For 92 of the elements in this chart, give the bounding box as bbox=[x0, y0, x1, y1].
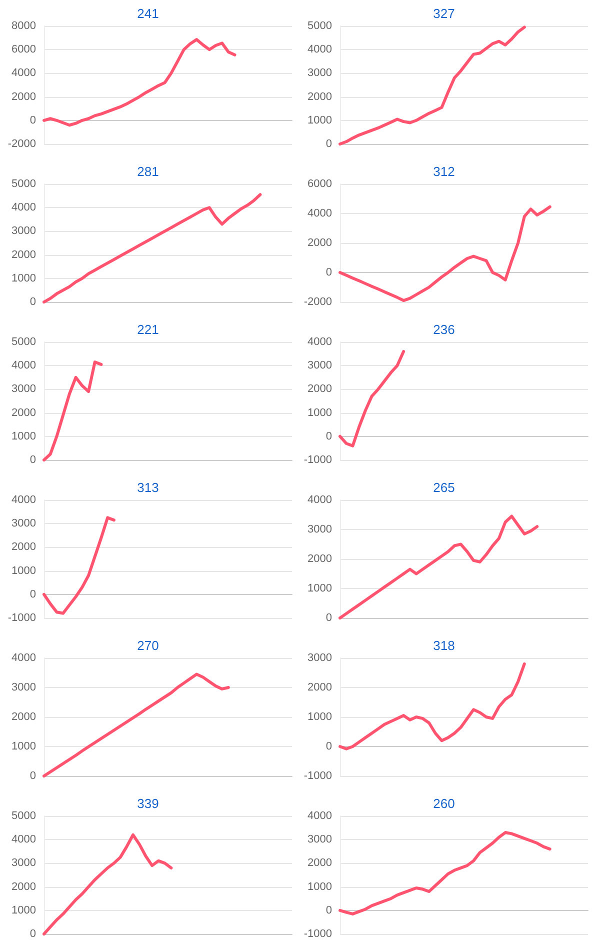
y-tick-label: 0 bbox=[326, 740, 332, 752]
y-tick-label: 1000 bbox=[12, 272, 36, 284]
y-tick-label: 4000 bbox=[12, 652, 36, 664]
chart-title: 260 bbox=[433, 796, 455, 811]
y-tick-label: 2000 bbox=[308, 553, 332, 565]
line-series bbox=[42, 193, 262, 304]
y-tick-label: 3000 bbox=[12, 518, 36, 530]
y-tick-label: 4000 bbox=[308, 810, 332, 822]
y-tick-label: 3000 bbox=[12, 682, 36, 694]
line-series bbox=[338, 514, 539, 620]
chart-title: 236 bbox=[433, 322, 455, 337]
y-tick-label: 0 bbox=[30, 454, 36, 466]
chart-title: 327 bbox=[433, 6, 455, 21]
y-tick-label: 0 bbox=[30, 588, 36, 600]
y-tick-label: -2000 bbox=[304, 296, 332, 308]
y-tick-label: 0 bbox=[326, 612, 332, 624]
y-tick-label: 0 bbox=[326, 430, 332, 442]
y-tick-label: 4000 bbox=[12, 67, 36, 80]
y-tick-label: 2000 bbox=[308, 682, 332, 694]
y-tick-label: 8000 bbox=[12, 20, 36, 32]
y-tick-label: -1000 bbox=[8, 612, 36, 624]
y-tick-label: 3000 bbox=[12, 225, 36, 238]
y-tick-label: 4000 bbox=[308, 494, 332, 506]
y-tick-label: 3000 bbox=[308, 67, 332, 80]
y-tick-label: 2000 bbox=[12, 90, 36, 103]
line-series bbox=[338, 831, 552, 916]
y-tick-label: -2000 bbox=[8, 138, 36, 150]
y-tick-label: 0 bbox=[326, 266, 332, 278]
line-series bbox=[338, 350, 406, 448]
chart-title: 312 bbox=[433, 164, 455, 179]
y-tick-label: 4000 bbox=[308, 208, 332, 220]
line-series bbox=[338, 662, 526, 750]
y-tick-label: 0 bbox=[326, 904, 332, 916]
y-tick-label: 1000 bbox=[308, 582, 332, 594]
y-tick-label: 5000 bbox=[12, 810, 36, 822]
y-tick-label: 3000 bbox=[308, 834, 332, 846]
chart-title: 313 bbox=[137, 480, 159, 495]
y-tick-label: 4000 bbox=[12, 360, 36, 372]
line-series bbox=[42, 672, 230, 778]
chart-title: 281 bbox=[137, 164, 159, 179]
y-tick-label: 6000 bbox=[308, 178, 332, 190]
y-tick-label: 2000 bbox=[12, 406, 36, 419]
y-tick-label: -1000 bbox=[304, 454, 332, 466]
y-tick-label: 3000 bbox=[12, 857, 36, 870]
y-tick-label: 5000 bbox=[308, 20, 332, 32]
y-tick-label: 1000 bbox=[308, 880, 332, 893]
y-tick-label: 1000 bbox=[12, 564, 36, 577]
y-tick-label: 3000 bbox=[12, 383, 36, 396]
chart-title: 318 bbox=[433, 638, 455, 653]
y-tick-label: 2000 bbox=[308, 857, 332, 870]
y-tick-label: 2000 bbox=[12, 541, 36, 554]
y-tick-label: 2000 bbox=[308, 383, 332, 396]
y-tick-label: 4000 bbox=[12, 202, 36, 214]
y-tick-label: 4000 bbox=[308, 44, 332, 56]
line-series bbox=[42, 38, 236, 127]
y-tick-label: 4000 bbox=[12, 834, 36, 846]
y-tick-label: 2000 bbox=[308, 237, 332, 249]
line-series bbox=[42, 360, 103, 462]
line-series bbox=[42, 833, 173, 936]
y-tick-label: 0 bbox=[30, 770, 36, 782]
chart-title: 265 bbox=[433, 480, 455, 495]
y-tick-label: -1000 bbox=[304, 770, 332, 782]
y-tick-label: 2000 bbox=[12, 248, 36, 261]
y-tick-label: 4000 bbox=[308, 336, 332, 348]
y-tick-label: 1000 bbox=[12, 740, 36, 752]
chart-title: 221 bbox=[137, 322, 159, 337]
y-tick-label: 5000 bbox=[12, 178, 36, 190]
y-tick-label: 2000 bbox=[12, 711, 36, 723]
y-tick-label: 5000 bbox=[12, 336, 36, 348]
y-tick-label: 4000 bbox=[12, 494, 36, 506]
y-tick-label: -1000 bbox=[304, 928, 332, 940]
y-tick-label: 1000 bbox=[12, 904, 36, 916]
y-tick-label: 2000 bbox=[12, 880, 36, 893]
y-tick-label: 0 bbox=[30, 296, 36, 308]
y-tick-label: 1000 bbox=[12, 430, 36, 442]
y-tick-label: 3000 bbox=[308, 360, 332, 372]
y-tick-label: 3000 bbox=[308, 524, 332, 536]
line-series bbox=[338, 205, 552, 302]
y-tick-label: 6000 bbox=[12, 44, 36, 56]
line-series bbox=[338, 26, 526, 146]
y-tick-label: 3000 bbox=[308, 652, 332, 664]
y-tick-label: 0 bbox=[326, 138, 332, 150]
chart-title: 339 bbox=[137, 796, 159, 811]
y-tick-label: 1000 bbox=[308, 406, 332, 419]
chart-title: 270 bbox=[137, 638, 159, 653]
y-tick-label: 2000 bbox=[308, 90, 332, 103]
y-tick-label: 0 bbox=[30, 928, 36, 940]
chart-title: 241 bbox=[137, 6, 159, 21]
y-tick-label: 1000 bbox=[308, 114, 332, 126]
y-tick-label: 0 bbox=[30, 114, 36, 126]
line-series bbox=[42, 516, 116, 615]
y-tick-label: 1000 bbox=[308, 711, 332, 723]
